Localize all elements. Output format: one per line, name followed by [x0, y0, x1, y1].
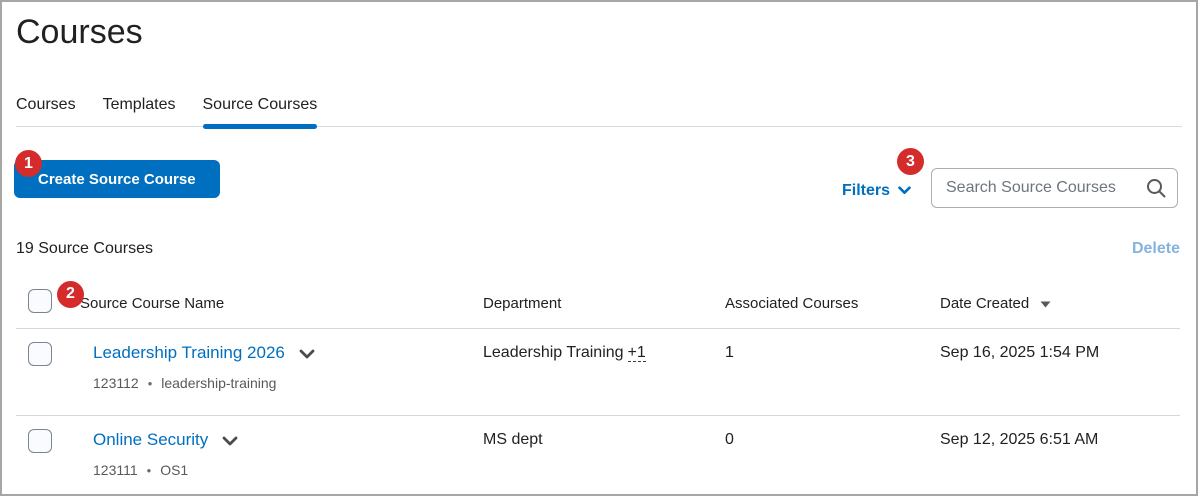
- annotation-badge-1: 1: [15, 150, 42, 177]
- course-meta: 123112 • leadership-training: [93, 375, 483, 391]
- source-courses-table: 2 Source Course Name Department Associat…: [16, 278, 1180, 494]
- course-shortname: leadership-training: [161, 375, 277, 391]
- table-header-row: 2 Source Course Name Department Associat…: [16, 278, 1180, 329]
- bullet-separator: •: [146, 462, 152, 478]
- list-actions-row: 19 Source Courses Delete: [16, 240, 1180, 258]
- row-checkbox-cell: [28, 416, 93, 458]
- select-all-cell: [28, 289, 93, 317]
- column-header-associated-courses[interactable]: Associated Courses: [725, 294, 859, 312]
- course-name-cell: Online Security 123111 • OS1: [93, 416, 483, 478]
- annotation-badge-3: 3: [897, 148, 924, 175]
- search-input[interactable]: [931, 168, 1178, 208]
- filters-label: Filters: [841, 182, 890, 199]
- associated-courses-cell: 0: [725, 431, 734, 448]
- tab-courses[interactable]: Courses: [16, 96, 76, 113]
- source-course-count: 19 Source Courses: [16, 240, 153, 257]
- column-header-date-created[interactable]: Date Created: [940, 295, 1180, 312]
- search-wrap: 3: [897, 148, 1178, 208]
- row-checkbox[interactable]: [28, 429, 52, 453]
- table-row: Online Security 123111 • OS1 MS dept 0 S…: [16, 416, 1180, 494]
- table-row: Leadership Training 2026 123112 • leader…: [16, 329, 1180, 416]
- department-overflow-tooltip[interactable]: +1: [627, 344, 646, 362]
- select-all-checkbox[interactable]: [28, 289, 52, 313]
- create-source-course-button[interactable]: Create Source Course: [14, 160, 220, 198]
- course-shortname: OS1: [160, 462, 189, 478]
- sort-descending-icon: [1040, 295, 1051, 312]
- filters-dropdown[interactable]: Filters: [842, 182, 911, 200]
- department-cell: Leadership Training +1: [483, 344, 646, 362]
- column-header-department[interactable]: Department: [483, 294, 562, 312]
- course-link[interactable]: Online Security: [93, 430, 209, 449]
- tab-bar: Courses Templates Source Courses: [16, 95, 1182, 129]
- date-created-cell: Sep 16, 2025 1:54 PM: [940, 344, 1100, 361]
- annotation-badge-2: 2: [57, 280, 84, 308]
- delete-button[interactable]: Delete: [1131, 240, 1180, 257]
- tab-source-courses[interactable]: Source Courses: [202, 95, 317, 129]
- bullet-separator: •: [147, 375, 153, 391]
- row-checkbox-cell: [28, 329, 93, 371]
- toolbar: 1 Create Source Course Filters 3: [14, 148, 1178, 208]
- associated-courses-cell: 1: [725, 344, 734, 361]
- column-header-name[interactable]: 2 Source Course Name: [57, 280, 483, 312]
- row-checkbox[interactable]: [28, 342, 52, 366]
- create-source-course-wrap: 1 Create Source Course: [14, 150, 220, 198]
- search-icon[interactable]: [1145, 177, 1167, 204]
- course-name-cell: Leadership Training 2026 123112 • leader…: [93, 329, 483, 391]
- course-code: 123111: [93, 462, 138, 478]
- toolbar-right: Filters 3: [842, 148, 1178, 208]
- date-created-cell: Sep 12, 2025 6:51 AM: [940, 431, 1099, 448]
- page-title: Courses: [16, 13, 143, 51]
- course-actions-chevron-down-icon[interactable]: [222, 433, 238, 451]
- course-meta: 123111 • OS1: [93, 462, 483, 478]
- chevron-down-icon: [898, 182, 911, 200]
- tab-templates[interactable]: Templates: [102, 96, 176, 113]
- course-code: 123112: [93, 375, 139, 391]
- course-actions-chevron-down-icon[interactable]: [299, 346, 315, 364]
- course-link[interactable]: Leadership Training 2026: [93, 343, 285, 362]
- department-cell: MS dept: [483, 431, 543, 448]
